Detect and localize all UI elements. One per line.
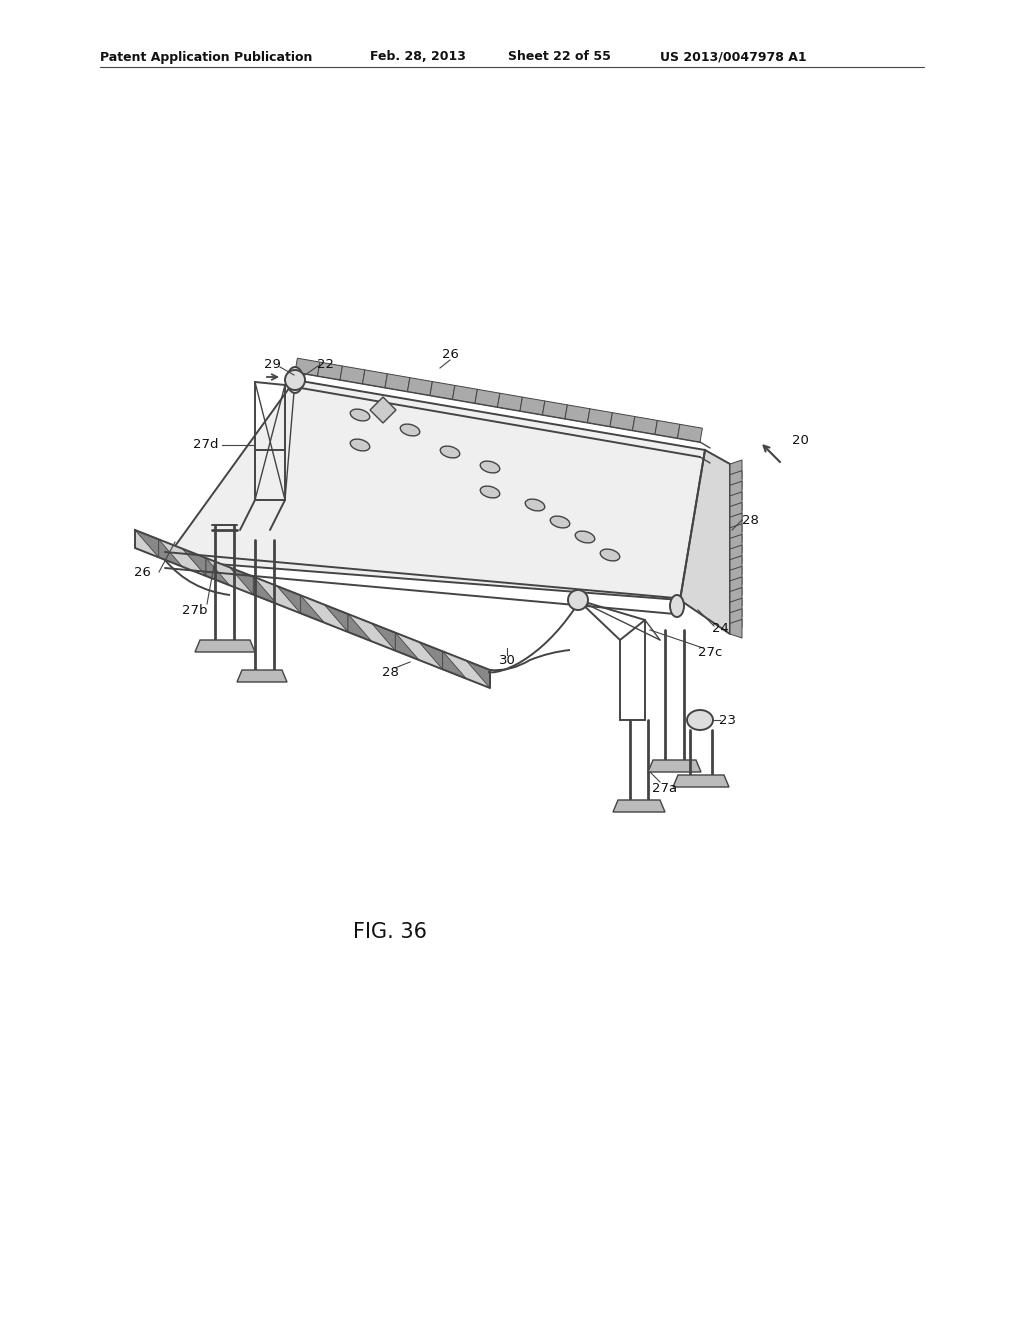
Polygon shape <box>408 378 432 395</box>
Polygon shape <box>730 471 742 490</box>
Polygon shape <box>673 775 729 787</box>
Ellipse shape <box>350 409 370 421</box>
Polygon shape <box>520 397 545 414</box>
Ellipse shape <box>687 710 713 730</box>
Polygon shape <box>295 358 319 376</box>
Ellipse shape <box>440 446 460 458</box>
Polygon shape <box>229 568 253 595</box>
Text: 27a: 27a <box>652 781 678 795</box>
Polygon shape <box>730 566 742 585</box>
Ellipse shape <box>350 440 370 451</box>
Polygon shape <box>278 586 301 614</box>
Text: Patent Application Publication: Patent Application Publication <box>100 50 312 63</box>
Polygon shape <box>372 623 395 651</box>
Text: 20: 20 <box>792 433 808 446</box>
Polygon shape <box>730 609 742 627</box>
Polygon shape <box>730 482 742 500</box>
Ellipse shape <box>600 549 620 561</box>
Polygon shape <box>730 619 742 638</box>
Polygon shape <box>730 556 742 574</box>
Ellipse shape <box>550 516 569 528</box>
Polygon shape <box>195 640 255 652</box>
Polygon shape <box>206 558 229 585</box>
Text: 28: 28 <box>382 665 398 678</box>
Polygon shape <box>730 459 742 479</box>
Polygon shape <box>648 760 701 772</box>
Polygon shape <box>340 366 365 384</box>
Text: 27d: 27d <box>194 438 219 451</box>
Text: 30: 30 <box>499 653 515 667</box>
Text: 27b: 27b <box>182 603 208 616</box>
Polygon shape <box>419 642 442 669</box>
Polygon shape <box>453 385 477 403</box>
Ellipse shape <box>670 595 684 616</box>
Polygon shape <box>395 632 419 660</box>
Polygon shape <box>680 450 730 634</box>
Polygon shape <box>182 549 206 576</box>
Circle shape <box>285 370 305 389</box>
Polygon shape <box>442 651 466 678</box>
Polygon shape <box>730 524 742 543</box>
Polygon shape <box>678 424 702 442</box>
Ellipse shape <box>480 486 500 498</box>
Polygon shape <box>466 661 490 688</box>
Ellipse shape <box>400 424 420 436</box>
Text: 29: 29 <box>263 359 281 371</box>
Polygon shape <box>165 380 705 601</box>
Polygon shape <box>730 577 742 595</box>
Polygon shape <box>730 598 742 616</box>
Text: Sheet 22 of 55: Sheet 22 of 55 <box>508 50 611 63</box>
Polygon shape <box>498 393 522 411</box>
Text: 24: 24 <box>712 622 728 635</box>
Circle shape <box>568 590 588 610</box>
Ellipse shape <box>480 461 500 473</box>
Polygon shape <box>730 587 742 606</box>
Polygon shape <box>543 401 567 418</box>
Polygon shape <box>730 503 742 521</box>
Ellipse shape <box>575 531 595 543</box>
Polygon shape <box>588 409 612 426</box>
Polygon shape <box>613 800 665 812</box>
Polygon shape <box>655 421 680 438</box>
Text: 23: 23 <box>720 714 736 726</box>
Polygon shape <box>159 540 182 566</box>
Polygon shape <box>135 531 490 688</box>
Polygon shape <box>475 389 500 407</box>
Polygon shape <box>253 577 278 605</box>
Polygon shape <box>385 374 410 392</box>
Polygon shape <box>633 417 657 434</box>
Text: 27c: 27c <box>697 645 722 659</box>
Ellipse shape <box>525 499 545 511</box>
Polygon shape <box>610 413 635 430</box>
Polygon shape <box>565 405 590 422</box>
Polygon shape <box>237 671 287 682</box>
Text: 22: 22 <box>316 359 334 371</box>
Polygon shape <box>730 513 742 532</box>
Polygon shape <box>317 362 342 380</box>
Polygon shape <box>135 531 159 557</box>
Text: Feb. 28, 2013: Feb. 28, 2013 <box>370 50 466 63</box>
Polygon shape <box>730 492 742 511</box>
Polygon shape <box>430 381 455 399</box>
Ellipse shape <box>287 367 303 393</box>
Polygon shape <box>325 605 348 632</box>
Text: 28: 28 <box>741 513 759 527</box>
Polygon shape <box>301 595 325 623</box>
Text: 26: 26 <box>133 565 151 578</box>
Polygon shape <box>348 614 372 642</box>
Polygon shape <box>730 535 742 553</box>
Text: FIG. 36: FIG. 36 <box>353 921 427 942</box>
Polygon shape <box>730 545 742 564</box>
Polygon shape <box>370 397 396 422</box>
Text: 26: 26 <box>441 347 459 360</box>
Text: US 2013/0047978 A1: US 2013/0047978 A1 <box>660 50 807 63</box>
Polygon shape <box>362 370 387 388</box>
